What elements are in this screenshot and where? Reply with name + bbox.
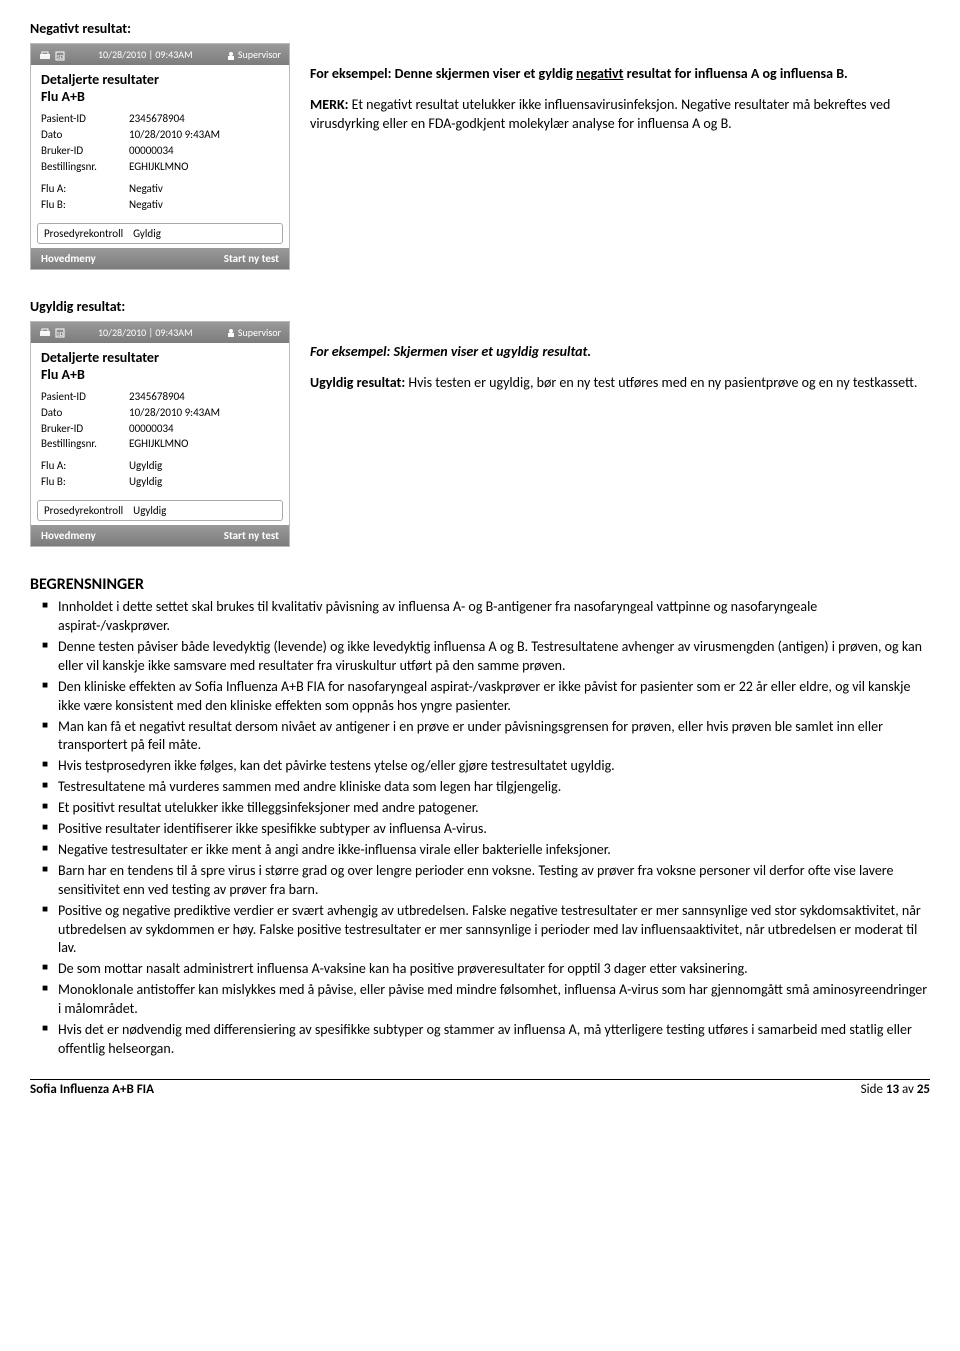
inv-explain-bold: Ugyldig resultat: — [310, 374, 408, 391]
flu-b-label: Flu B: — [41, 197, 129, 213]
limitation-item: De som mottar nasalt administrert influe… — [30, 960, 930, 979]
limitation-item: Innholdet i dette settet skal brukes til… — [30, 598, 930, 636]
supervisor-icon — [226, 48, 236, 61]
main-menu-button[interactable]: Hovedmeny — [41, 252, 96, 265]
footer-page: Side 13 av 25 — [861, 1082, 930, 1097]
inv-explain-rest: Hvis testen er ugyldig, bør en ny test u… — [408, 374, 917, 391]
bestillingsnr-value: EGHIJKLMNO — [129, 159, 279, 175]
limitation-item: Testresultatene må vurderes sammen med a… — [30, 778, 930, 797]
pasient-id-value: 2345678904 — [129, 389, 279, 405]
device-title-2: Flu A+B — [31, 88, 289, 109]
procedure-control-value: Gyldig — [133, 227, 161, 240]
flu-a-label: Flu A: — [41, 181, 129, 197]
dato-value: 10/28/2010 9:43AM — [129, 127, 279, 143]
device-info-grid: Pasient-ID2345678904 Dato10/28/2010 9:43… — [31, 387, 289, 497]
flu-b-value: Ugyldig — [129, 474, 279, 490]
footer-side-label: Side — [861, 1082, 886, 1097]
dato-label: Dato — [41, 405, 129, 421]
limitation-item: Negative testresultater er ikke ment å a… — [30, 841, 930, 860]
svg-text:SD: SD — [57, 330, 64, 338]
device-statusbar: SD 10/28/2010 | 09:43AM Supervisor — [31, 44, 289, 65]
limitation-item: Man kan få et negativt resultat dersom n… — [30, 718, 930, 756]
pasient-id-label: Pasient-ID — [41, 389, 129, 405]
flu-b-value: Negativ — [129, 197, 279, 213]
neg-explain-intro: For eksempel: Denne skjermen viser et gy… — [310, 65, 576, 82]
main-menu-button[interactable]: Hovedmeny — [41, 529, 96, 542]
pasient-id-label: Pasient-ID — [41, 111, 129, 127]
device-info-grid: Pasient-ID2345678904 Dato10/28/2010 9:43… — [31, 109, 289, 219]
start-new-test-button[interactable]: Start ny test — [224, 529, 279, 542]
neg-explain-rest: resultat for influensa A og influensa B. — [624, 65, 848, 82]
bruker-id-value: 00000034 — [129, 143, 279, 159]
procedure-control-value: Ugyldig — [133, 504, 166, 517]
flu-b-label: Flu B: — [41, 474, 129, 490]
negative-result-block: SD 10/28/2010 | 09:43AM Supervisor Detal… — [30, 43, 930, 270]
supervisor-label: Supervisor — [238, 48, 281, 61]
flu-a-value: Negativ — [129, 181, 279, 197]
footer-page-num: 13 — [886, 1082, 899, 1097]
procedure-control-box: Prosedyrekontroll Gyldig — [37, 223, 283, 244]
procedure-control-label: Prosedyrekontroll — [44, 504, 123, 517]
limitations-list: Innholdet i dette settet skal brukes til… — [30, 598, 930, 1058]
device-statusbar: SD 10/28/2010 | 09:43AM Supervisor — [31, 322, 289, 343]
device-title-1: Detaljerte resultater — [31, 65, 289, 88]
limitation-item: Den kliniske effekten av Sofia Influenza… — [30, 678, 930, 716]
merk-label: MERK: — [310, 96, 352, 113]
bestillingsnr-label: Bestillingsnr. — [41, 159, 129, 175]
footer-product: Sofia Influenza A+B FIA — [30, 1082, 154, 1097]
limitation-item: Positive og negative prediktive verdier … — [30, 902, 930, 959]
neg-explain-underlined: negativt — [576, 65, 623, 82]
bruker-id-value: 00000034 — [129, 421, 279, 437]
start-new-test-button[interactable]: Start ny test — [224, 252, 279, 265]
device-title-2: Flu A+B — [31, 366, 289, 387]
invalid-explanation: For eksempel: Skjermen viser et ugyldig … — [310, 321, 930, 548]
invalid-result-block: SD 10/28/2010 | 09:43AM Supervisor Detal… — [30, 321, 930, 548]
device-title-1: Detaljerte resultater — [31, 343, 289, 366]
negative-result-heading: Negativt resultat: — [30, 20, 930, 37]
dato-value: 10/28/2010 9:43AM — [129, 405, 279, 421]
device-screenshot-invalid: SD 10/28/2010 | 09:43AM Supervisor Detal… — [30, 321, 290, 548]
procedure-control-box: Prosedyrekontroll Ugyldig — [37, 500, 283, 521]
supervisor-label: Supervisor — [238, 326, 281, 339]
limitation-item: Denne testen påviser både levedyktig (le… — [30, 638, 930, 676]
bestillingsnr-label: Bestillingsnr. — [41, 436, 129, 452]
sd-icon: SD — [55, 326, 65, 339]
limitations-heading: BEGRENSNINGER — [30, 575, 930, 594]
flu-a-label: Flu A: — [41, 458, 129, 474]
sd-icon: SD — [55, 48, 65, 61]
bruker-id-label: Bruker-ID — [41, 421, 129, 437]
footer-total-num: 25 — [917, 1082, 930, 1097]
device-footer: Hovedmeny Start ny test — [31, 525, 289, 546]
limitation-item: Positive resultater identifiserer ikke s… — [30, 820, 930, 839]
supervisor-icon — [226, 326, 236, 339]
dato-label: Dato — [41, 127, 129, 143]
printer-icon — [39, 326, 51, 339]
inv-explain-p1: For eksempel: Skjermen viser et ugyldig … — [310, 343, 930, 362]
device-footer: Hovedmeny Start ny test — [31, 248, 289, 269]
svg-text:SD: SD — [57, 53, 64, 61]
merk-text: Et negativt resultat utelukker ikke infl… — [310, 96, 890, 132]
bestillingsnr-value: EGHIJKLMNO — [129, 436, 279, 452]
flu-a-value: Ugyldig — [129, 458, 279, 474]
limitation-item: Hvis testprosedyren ikke følges, kan det… — [30, 757, 930, 776]
device-timestamp: 10/28/2010 | 09:43AM — [98, 48, 193, 61]
bruker-id-label: Bruker-ID — [41, 143, 129, 159]
limitation-item: Monoklonale antistoffer kan mislykkes me… — [30, 981, 930, 1019]
limitation-item: Barn har en tendens til å spre virus i s… — [30, 862, 930, 900]
footer-av-label: av — [899, 1082, 917, 1097]
invalid-result-heading: Ugyldig resultat: — [30, 298, 930, 315]
device-screenshot-negative: SD 10/28/2010 | 09:43AM Supervisor Detal… — [30, 43, 290, 270]
limitation-item: Et positivt resultat utelukker ikke till… — [30, 799, 930, 818]
procedure-control-label: Prosedyrekontroll — [44, 227, 123, 240]
limitation-item: Hvis det er nødvendig med differensierin… — [30, 1021, 930, 1059]
printer-icon — [39, 48, 51, 61]
device-timestamp: 10/28/2010 | 09:43AM — [98, 326, 193, 339]
page-footer: Sofia Influenza A+B FIA Side 13 av 25 — [30, 1079, 930, 1097]
pasient-id-value: 2345678904 — [129, 111, 279, 127]
negative-explanation: For eksempel: Denne skjermen viser et gy… — [310, 43, 930, 270]
